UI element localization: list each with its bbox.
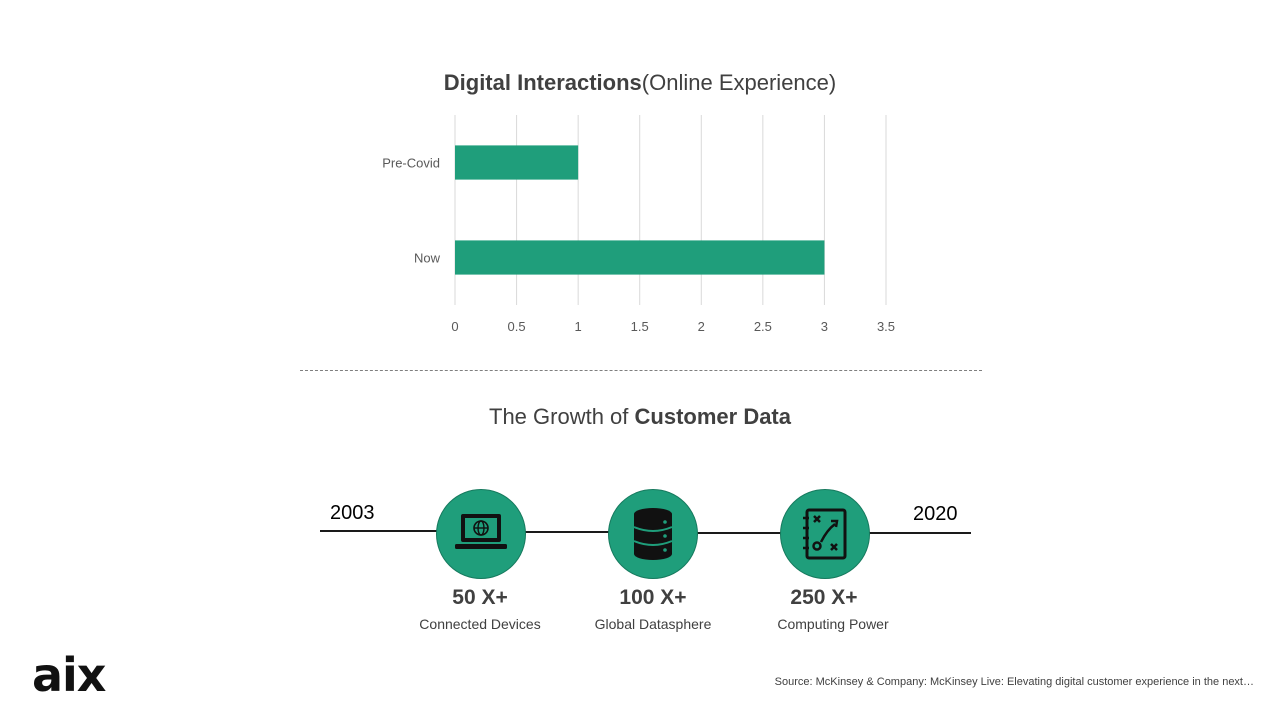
dashed-divider (300, 370, 982, 371)
aix-logo: aix (32, 648, 106, 702)
x-tick-label: 3.5 (877, 319, 895, 334)
database-icon (633, 508, 673, 560)
timeline-segment (696, 532, 782, 534)
global-datasphere-circle (608, 489, 698, 579)
source-note: Source: McKinsey & Company: McKinsey Liv… (774, 676, 1254, 688)
chart-title: Digital Interactions(Online Experience) (0, 70, 1280, 96)
bar-now (455, 240, 825, 275)
stat-value: 100 X+ (619, 586, 687, 609)
stat-label: Connected Devices (419, 616, 541, 632)
start-year: 2003 (330, 502, 375, 524)
x-tick-label: 3 (821, 319, 828, 334)
x-tick-label: 2 (698, 319, 705, 334)
timeline-segment (868, 532, 971, 534)
stat-label: Global Datasphere (594, 616, 712, 632)
x-tick-label: 1.5 (631, 319, 649, 334)
bar-pre-covid (455, 145, 579, 180)
chart-title-bold: Digital Interactions (443, 70, 642, 95)
end-year: 2020 (913, 503, 958, 525)
stat-value: 250 X+ (790, 586, 858, 609)
category-label: Pre-Covid (382, 156, 440, 171)
growth-title-bold: Customer Data (634, 404, 791, 429)
timeline-segment (524, 531, 610, 533)
stat-label: Computing Power (777, 616, 889, 632)
stat-value: 50 X+ (452, 586, 508, 609)
x-tick-label: 0.5 (508, 319, 526, 334)
x-tick-label: 2.5 (754, 319, 772, 334)
strategy-board-icon (803, 508, 847, 560)
connected-devices-circle (436, 489, 526, 579)
timeline-segment (320, 530, 438, 532)
category-label: Now (414, 251, 441, 266)
bar-chart: 0 0.5 1 1.5 2 2.5 3 3.5 Pre-Covid Now (382, 115, 895, 334)
x-tick-label: 0 (451, 319, 458, 334)
x-tick-label: 1 (575, 319, 582, 334)
computing-power-circle (780, 489, 870, 579)
growth-title: The Growth of Customer Data (0, 404, 1280, 430)
laptop-globe-icon (455, 514, 507, 549)
chart-title-rest: (Online Experience) (641, 70, 837, 95)
growth-title-prefix: The Growth of (489, 404, 635, 429)
